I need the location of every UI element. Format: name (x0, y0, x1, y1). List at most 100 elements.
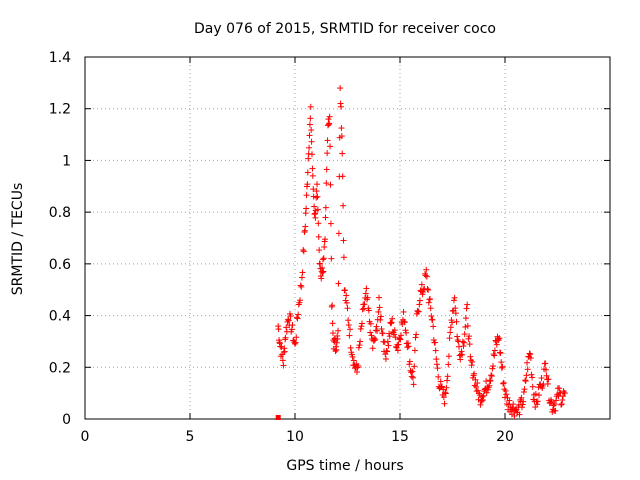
data-point (319, 269, 326, 276)
data-point (306, 144, 313, 151)
data-point (473, 383, 480, 390)
data-point (522, 378, 529, 385)
data-point (497, 350, 504, 357)
data-point (442, 390, 449, 397)
data-point (432, 347, 439, 354)
plot-frame (84, 56, 611, 420)
data-point (559, 393, 566, 400)
data-point (377, 313, 384, 320)
data-point (532, 390, 539, 397)
data-point (395, 341, 402, 348)
data-point (468, 362, 475, 369)
data-point (439, 383, 445, 390)
data-point (466, 341, 473, 348)
data-point (389, 315, 396, 322)
data-point (349, 353, 356, 360)
data-point (428, 313, 435, 320)
data-point (328, 255, 335, 262)
data-point (319, 256, 326, 263)
data-point (338, 125, 345, 132)
data-point (412, 334, 419, 341)
data-point (373, 323, 380, 330)
y-axis-label: SRMTID / TECUs (10, 183, 26, 296)
data-point (483, 389, 490, 396)
data-point (321, 244, 328, 251)
data-point (402, 327, 409, 334)
data-point (489, 365, 496, 372)
data-point (465, 335, 472, 342)
data-point (334, 335, 341, 342)
x-axis-label: GPS time / hours (286, 458, 403, 474)
data-point (302, 223, 309, 230)
data-point (460, 343, 467, 350)
data-point (404, 340, 411, 347)
data-point (318, 275, 325, 282)
data-point (309, 165, 316, 172)
data-point (364, 294, 371, 301)
data-point (368, 332, 375, 339)
data-point (363, 285, 370, 292)
data-point (561, 390, 568, 397)
data-point (559, 396, 566, 403)
y-tick-label: 1.2 (49, 102, 71, 118)
data-point (425, 299, 432, 306)
data-point (435, 373, 442, 380)
data-point (326, 120, 333, 127)
data-point (491, 352, 498, 359)
data-point (343, 299, 350, 306)
data-point (480, 392, 487, 399)
x-tick-label: 15 (391, 429, 409, 445)
data-point (401, 318, 408, 325)
data-point (400, 308, 407, 315)
data-point (353, 369, 360, 376)
data-point (393, 344, 400, 351)
data-point (391, 327, 398, 334)
data-point (288, 326, 295, 333)
data-point (430, 323, 437, 330)
data-point (365, 307, 372, 314)
data-point (279, 357, 286, 364)
data-point (556, 385, 563, 392)
data-point (420, 289, 427, 296)
data-point (295, 311, 302, 318)
data-point (285, 316, 292, 323)
data-point (461, 339, 468, 346)
data-point (500, 379, 507, 386)
data-point (423, 273, 430, 280)
data-point (293, 314, 300, 321)
data-point (527, 355, 534, 362)
data-point (282, 334, 289, 341)
data-point (453, 318, 460, 325)
data-point (283, 324, 290, 331)
data-point (310, 186, 317, 193)
data-point (386, 330, 393, 337)
data-point (459, 338, 466, 345)
data-point (355, 344, 362, 351)
data-point (423, 266, 430, 273)
data-point (320, 268, 327, 275)
data-point (490, 351, 497, 358)
data-point (304, 169, 311, 176)
data-point (553, 397, 560, 404)
data-point (401, 319, 408, 326)
data-point (285, 317, 292, 324)
data-point (498, 364, 505, 371)
data-point (464, 322, 471, 329)
data-point (410, 374, 417, 381)
data-point (322, 236, 329, 243)
data-point (414, 307, 421, 314)
y-tick-label: 1 (62, 153, 71, 169)
data-point (452, 305, 459, 312)
data-point (307, 103, 314, 110)
data-point (403, 329, 410, 336)
data-point (322, 204, 329, 211)
data-point (551, 401, 558, 408)
y-tick-label: 1.4 (49, 50, 71, 66)
data-point (548, 398, 555, 405)
data-point (449, 319, 456, 326)
data-point (361, 301, 368, 308)
data-point (452, 310, 459, 317)
data-point (384, 348, 391, 355)
data-point (309, 172, 316, 179)
